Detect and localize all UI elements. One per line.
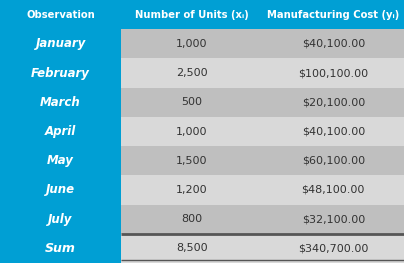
Bar <box>121 88 263 117</box>
Text: $48,100.00: $48,100.00 <box>302 185 365 195</box>
Bar <box>0 234 121 263</box>
Bar <box>121 146 263 175</box>
Bar <box>0 117 121 146</box>
Text: Sum: Sum <box>45 242 76 255</box>
Bar <box>263 234 404 263</box>
Text: June: June <box>46 184 75 196</box>
Bar <box>263 117 404 146</box>
Text: 1,000: 1,000 <box>176 127 208 136</box>
Text: $340,700.00: $340,700.00 <box>298 243 368 253</box>
Bar <box>263 205 404 234</box>
Bar <box>0 58 121 88</box>
Bar <box>121 58 263 88</box>
Bar <box>0 175 121 205</box>
Text: $40,100.00: $40,100.00 <box>302 127 365 136</box>
Text: July: July <box>48 213 73 226</box>
Text: 500: 500 <box>181 97 202 107</box>
Bar <box>0 146 121 175</box>
Bar <box>263 146 404 175</box>
Bar <box>0 88 121 117</box>
Bar <box>121 117 263 146</box>
Bar <box>121 175 263 205</box>
Text: Manufacturing Cost (yᵢ): Manufacturing Cost (yᵢ) <box>267 10 400 20</box>
Text: January: January <box>36 37 86 50</box>
Text: March: March <box>40 96 81 109</box>
Bar <box>263 58 404 88</box>
Bar <box>121 234 263 263</box>
Text: $20,100.00: $20,100.00 <box>302 97 365 107</box>
Text: 2,500: 2,500 <box>176 68 208 78</box>
Text: April: April <box>45 125 76 138</box>
Bar <box>121 205 263 234</box>
Text: 1,000: 1,000 <box>176 39 208 49</box>
Text: 1,500: 1,500 <box>176 156 208 166</box>
Text: February: February <box>31 67 90 79</box>
Text: Observation: Observation <box>26 10 95 20</box>
Bar <box>263 0 404 29</box>
Bar <box>121 29 263 58</box>
Bar <box>263 175 404 205</box>
Bar <box>0 0 121 29</box>
Text: 800: 800 <box>181 214 202 224</box>
Text: 1,200: 1,200 <box>176 185 208 195</box>
Text: $40,100.00: $40,100.00 <box>302 39 365 49</box>
Text: $32,100.00: $32,100.00 <box>302 214 365 224</box>
Bar <box>121 0 263 29</box>
Bar <box>0 205 121 234</box>
Text: $60,100.00: $60,100.00 <box>302 156 365 166</box>
Bar <box>263 29 404 58</box>
Text: $100,100.00: $100,100.00 <box>298 68 368 78</box>
Text: Number of Units (xᵢ): Number of Units (xᵢ) <box>135 10 249 20</box>
Text: May: May <box>47 154 74 167</box>
Bar <box>0 29 121 58</box>
Bar <box>263 88 404 117</box>
Text: 8,500: 8,500 <box>176 243 208 253</box>
